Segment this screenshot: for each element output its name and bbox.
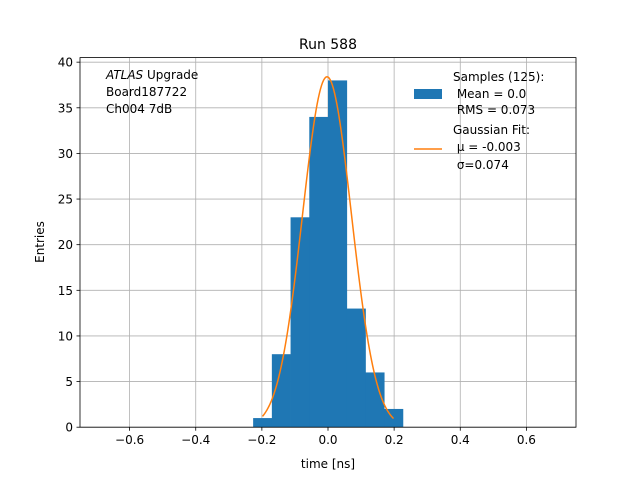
histogram-bar [346, 308, 366, 428]
annotation-text: Ch004 7dB [106, 102, 172, 116]
y-tick-label: 35 [58, 101, 73, 115]
histogram-bar [309, 116, 329, 428]
legend-hist-title: Samples (125): [453, 70, 544, 84]
atlas-annotation: ATLAS Upgrade Board187722 Ch004 7dB [105, 68, 198, 116]
x-tick-label: 0.6 [517, 433, 536, 447]
y-tick-label: 5 [65, 375, 73, 389]
x-tick-label: −0.2 [247, 433, 276, 447]
y-axis-label: Entries [33, 221, 47, 263]
annotation-italic-text: ATLAS [105, 68, 144, 82]
histogram-bar [328, 80, 348, 428]
legend-hist-mean: Mean = 0.0 [453, 87, 526, 101]
annotation-text: Upgrade [143, 68, 198, 82]
x-axis-label: time [ns] [301, 457, 355, 471]
legend-fit-mu: μ = -0.003 [453, 140, 521, 154]
x-tick-label: −0.4 [181, 433, 210, 447]
histogram-bar [365, 372, 385, 428]
y-tick-label: 15 [58, 284, 73, 298]
x-axis: −0.6 −0.4 −0.2 0.0 0.2 0.4 0.6 [115, 427, 536, 447]
annotation-line: Ch004 7dB [106, 102, 172, 116]
y-tick-label: 40 [58, 56, 73, 70]
chart-title: Run 588 [299, 37, 357, 53]
y-tick-label: 10 [58, 329, 73, 343]
y-tick-label: 30 [58, 147, 73, 161]
x-tick-label: 0.0 [318, 433, 337, 447]
annotation-line: ATLAS Upgrade [105, 68, 198, 82]
y-axis: 0 5 10 15 20 25 30 35 40 [58, 56, 80, 435]
histogram-bar [290, 217, 310, 428]
legend-fit-title: Gaussian Fit: [453, 123, 530, 137]
x-tick-label: 0.2 [385, 433, 404, 447]
legend-fit-sigma: σ=0.074 [453, 158, 509, 172]
x-tick-label: −0.6 [115, 433, 144, 447]
histogram-bar [271, 354, 291, 428]
gaussian-fit-line [261, 75, 395, 419]
legend-hist-rms: RMS = 0.073 [453, 103, 535, 117]
x-tick-label: 0.4 [451, 433, 470, 447]
y-tick-label: 20 [58, 238, 73, 252]
gaussian-fit [261, 75, 395, 419]
y-tick-label: 25 [58, 193, 73, 207]
annotation-line: Board187722 [106, 85, 187, 99]
legend-hist-swatch [414, 89, 442, 99]
histogram-bar [253, 418, 273, 428]
y-tick-label: 0 [65, 421, 73, 435]
annotation-text: Board187722 [106, 85, 187, 99]
legend: Samples (125): Mean = 0.0 RMS = 0.073 Ga… [414, 70, 544, 172]
